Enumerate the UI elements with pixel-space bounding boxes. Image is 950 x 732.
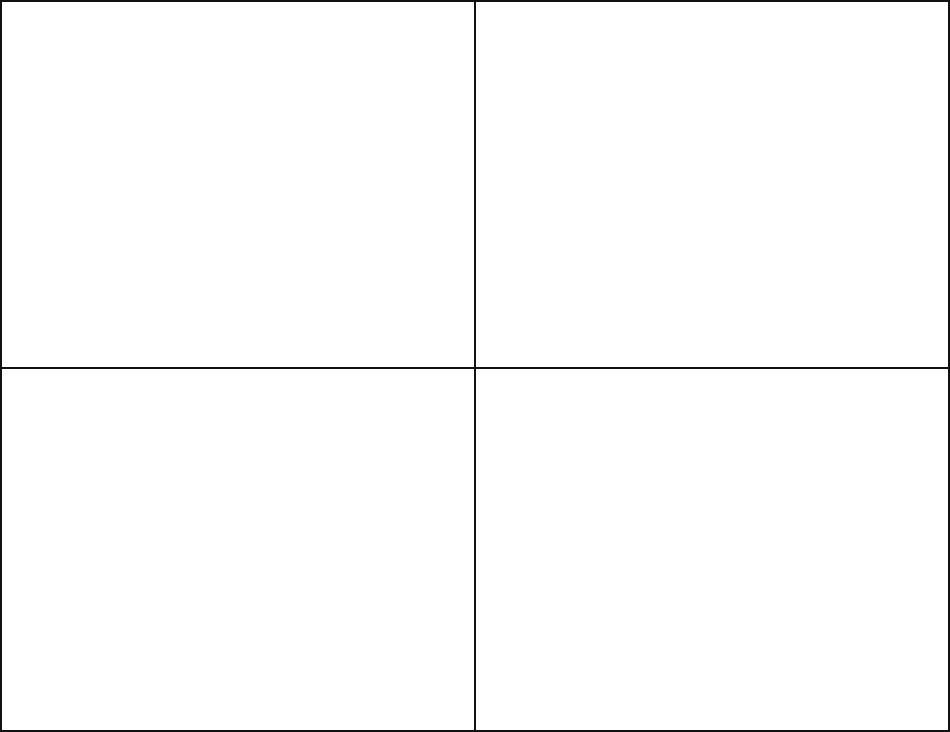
page: ψθwMCPMEPMAPSolo TrimodalDiâmetro do Por… bbox=[0, 0, 950, 732]
figure: ψθwMCPMEPMAPSolo TrimodalDiâmetro do Por… bbox=[0, 0, 950, 732]
